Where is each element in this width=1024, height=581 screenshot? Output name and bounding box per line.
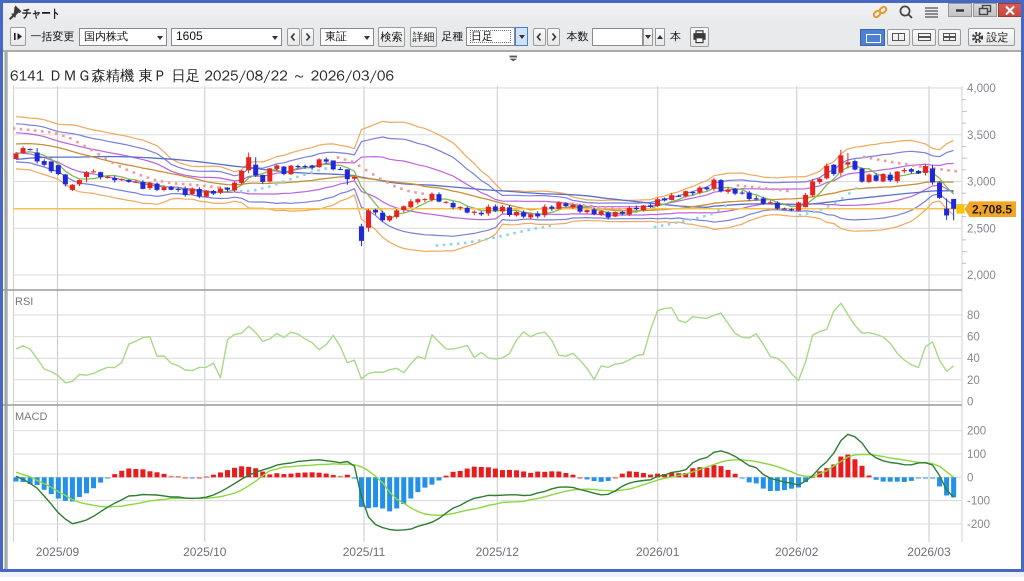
svg-text:0: 0 [967, 396, 973, 408]
svg-text:2025/11: 2025/11 [343, 545, 386, 559]
svg-text:100: 100 [967, 449, 986, 461]
svg-text:2026/02: 2026/02 [775, 545, 819, 559]
svg-text:3,500: 3,500 [967, 130, 996, 142]
svg-text:2026/03: 2026/03 [907, 545, 951, 559]
svg-text:2,000: 2,000 [967, 270, 996, 282]
svg-text:2025/12: 2025/12 [476, 545, 520, 559]
svg-text:3,000: 3,000 [967, 177, 996, 189]
svg-text:4,000: 4,000 [967, 83, 996, 95]
svg-text:2025/10: 2025/10 [183, 545, 227, 559]
svg-text:80: 80 [967, 310, 980, 322]
svg-text:-100: -100 [967, 496, 990, 508]
svg-text:40: 40 [967, 353, 980, 365]
svg-text:-200: -200 [967, 519, 990, 531]
svg-text:MACD: MACD [15, 411, 47, 423]
svg-text:2,708.5: 2,708.5 [972, 202, 1012, 216]
svg-text:20: 20 [967, 375, 980, 387]
svg-text:2,500: 2,500 [967, 223, 996, 235]
svg-text:2026/01: 2026/01 [636, 545, 680, 559]
svg-text:0: 0 [967, 472, 973, 484]
svg-text:RSI: RSI [15, 296, 33, 308]
svg-text:2025/09: 2025/09 [36, 545, 80, 559]
svg-text:60: 60 [967, 332, 980, 344]
svg-text:1605: 1605 [176, 29, 203, 43]
svg-text:200: 200 [967, 426, 986, 438]
